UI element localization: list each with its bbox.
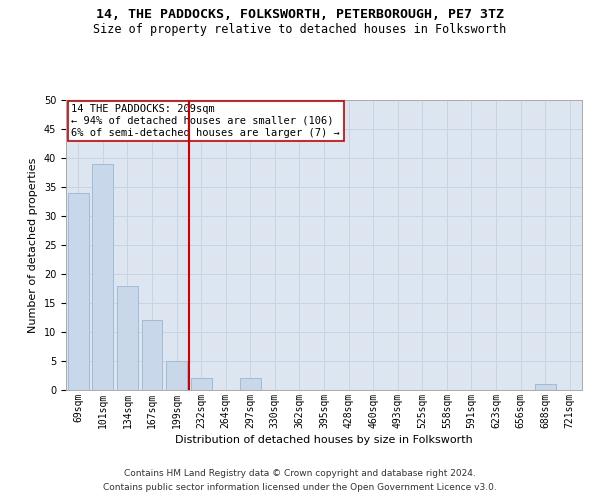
Bar [92,164,113,390]
Text: 14, THE PADDOCKS, FOLKSWORTH, PETERBOROUGH, PE7 3TZ: 14, THE PADDOCKS, FOLKSWORTH, PETERBOROU… [96,8,504,20]
Text: Contains HM Land Registry data © Crown copyright and database right 2024.: Contains HM Land Registry data © Crown c… [124,468,476,477]
Text: 14 THE PADDOCKS: 209sqm
← 94% of detached houses are smaller (106)
6% of semi-de: 14 THE PADDOCKS: 209sqm ← 94% of detache… [71,104,340,138]
Bar [240,378,261,390]
Bar [166,361,187,390]
Text: Contains public sector information licensed under the Open Government Licence v3: Contains public sector information licen… [103,484,497,492]
Y-axis label: Number of detached properties: Number of detached properties [28,158,38,332]
Bar [117,286,138,390]
Text: Distribution of detached houses by size in Folksworth: Distribution of detached houses by size … [175,435,473,445]
Bar [142,320,163,390]
Bar [191,378,212,390]
Bar [68,193,89,390]
Bar [535,384,556,390]
Text: Size of property relative to detached houses in Folksworth: Size of property relative to detached ho… [94,22,506,36]
